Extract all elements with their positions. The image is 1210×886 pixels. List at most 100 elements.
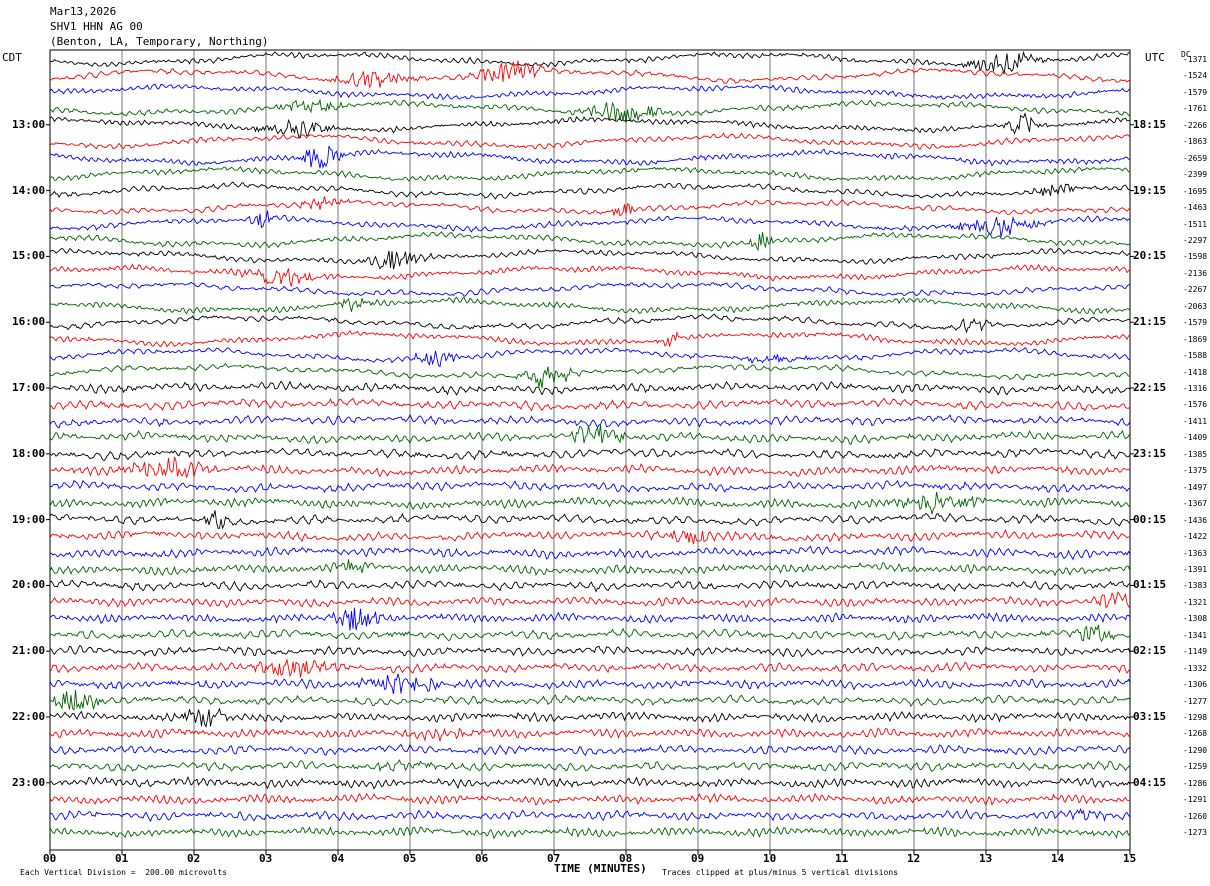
seismic-trace <box>49 50 1130 75</box>
seismic-trace <box>49 313 1131 334</box>
right-timezone-label: UTC <box>1145 51 1165 64</box>
dc-offset-label: -1409 <box>1183 433 1208 443</box>
dc-offset-label: -1149 <box>1183 647 1208 657</box>
seismic-trace <box>49 707 1131 728</box>
dc-offset-label: -2063 <box>1183 301 1208 311</box>
left-hour-label: 21:00 <box>12 644 46 658</box>
dc-offset-label: -1291 <box>1183 795 1208 805</box>
dc-offset-label: -1308 <box>1183 614 1208 624</box>
x-tick-label: 11 <box>835 852 849 865</box>
dc-offset-label: -1268 <box>1183 729 1208 739</box>
seismic-trace <box>49 607 1131 631</box>
dc-offset-label: -2136 <box>1183 268 1208 278</box>
dc-offset-label: -1411 <box>1183 416 1208 426</box>
seismic-trace <box>49 98 1131 124</box>
x-tick-label: 02 <box>187 852 201 865</box>
dc-offset-label: -1761 <box>1183 104 1208 114</box>
dc-offset-label: -1511 <box>1183 219 1208 229</box>
left-hour-label: 23:00 <box>12 775 46 789</box>
dc-offset-label: -1695 <box>1183 186 1208 196</box>
seismic-trace <box>49 166 1131 182</box>
x-tick-label: 09 <box>691 852 705 865</box>
x-tick-label: 08 <box>619 852 633 865</box>
seismic-trace <box>49 689 1131 711</box>
seismic-trace <box>49 230 1131 252</box>
seismic-trace <box>49 591 1131 609</box>
seismic-trace <box>49 362 1131 389</box>
dc-offset-label: -1497 <box>1183 482 1208 492</box>
right-hour-label: 03:15 <box>1133 710 1167 723</box>
right-hour-label: 18:15 <box>1133 117 1167 131</box>
dc-offset-label: -1383 <box>1183 581 1208 591</box>
seismic-trace <box>49 196 1131 217</box>
station-location: (Benton, LA, Temporary, Northing) <box>50 35 269 48</box>
dc-offset-label: -1290 <box>1183 745 1208 755</box>
x-tick-label: 01 <box>115 852 129 865</box>
dc-offset-label: -1422 <box>1183 532 1208 542</box>
x-tick-label: 06 <box>475 852 489 865</box>
seismic-trace <box>49 808 1131 823</box>
x-tick-label: 04 <box>331 852 345 865</box>
clip-note: Traces clipped at plus/minus 5 vertical … <box>662 868 899 877</box>
seismic-trace <box>49 792 1131 807</box>
seismic-trace <box>49 397 1131 412</box>
scale-note: Each Vertical Division = 200.00 microvol… <box>20 868 228 877</box>
seismic-trace <box>49 424 1131 445</box>
seismic-trace <box>49 181 1130 200</box>
dc-offset-label: -1576 <box>1183 400 1208 410</box>
dc-offset-label: -2297 <box>1183 235 1208 245</box>
seismic-trace <box>49 658 1131 678</box>
seismic-trace <box>49 491 1131 515</box>
right-hour-label: 23:15 <box>1133 446 1167 460</box>
dc-offset-label: -1306 <box>1183 680 1208 690</box>
seismic-trace <box>49 112 1131 139</box>
seismic-trace <box>49 528 1131 545</box>
dc-offset-label: -1418 <box>1183 367 1208 377</box>
right-hour-label: 01:15 <box>1133 578 1167 592</box>
seismic-trace <box>49 132 1131 150</box>
dc-offset-label: -2659 <box>1183 153 1208 163</box>
seismic-trace <box>49 579 1131 593</box>
plot-date: Mar13,2026 <box>50 5 117 18</box>
seismic-trace <box>49 145 1131 169</box>
left-hour-label: 13:00 <box>12 117 46 131</box>
x-tick-label: 00 <box>43 852 57 865</box>
dc-offset-label: -1321 <box>1183 597 1208 607</box>
seismic-trace <box>49 447 1131 462</box>
dc-offset-label: -1332 <box>1183 663 1208 673</box>
seismic-trace <box>49 673 1131 694</box>
right-hour-label: 02:15 <box>1133 644 1167 658</box>
dc-offset-label: -1341 <box>1183 630 1208 640</box>
dc-offset-label: -1375 <box>1183 466 1208 476</box>
x-tick-label: 12 <box>907 852 921 865</box>
right-hour-label: 21:15 <box>1133 315 1167 329</box>
dc-offset-label: -2267 <box>1183 285 1208 295</box>
x-tick-label: 07 <box>547 852 561 865</box>
left-hour-label: 18:00 <box>12 446 46 460</box>
seismic-trace <box>49 727 1131 742</box>
seismic-trace <box>49 296 1131 315</box>
x-tick-label: 05 <box>403 852 417 865</box>
left-hour-label: 20:00 <box>12 578 46 592</box>
dc-offset-label: -1371 <box>1183 55 1208 64</box>
right-hour-label: 22:15 <box>1133 381 1167 394</box>
dc-offset-label: -1260 <box>1183 811 1208 821</box>
seismic-trace <box>49 456 1131 478</box>
left-hour-label: 14:00 <box>12 183 46 197</box>
x-axis-title: TIME (MINUTES) <box>554 862 647 875</box>
station-code: SHV1 HHN AG 00 <box>50 20 143 33</box>
x-tick-label: 13 <box>979 852 993 865</box>
dc-offset-label: -1579 <box>1183 87 1208 97</box>
dc-offset-label: -1524 <box>1183 71 1208 81</box>
seismic-trace <box>49 644 1131 658</box>
seismic-trace <box>49 625 1131 643</box>
dc-offset-label: -2399 <box>1183 170 1208 180</box>
seismic-trace <box>49 281 1131 297</box>
seismic-trace <box>49 263 1131 287</box>
dc-offset-label: -1273 <box>1183 828 1208 838</box>
seismic-trace <box>49 759 1131 773</box>
dc-offset-label: -1579 <box>1183 318 1208 328</box>
dc-offset-label: -1598 <box>1183 252 1208 262</box>
seismic-trace <box>49 825 1131 840</box>
